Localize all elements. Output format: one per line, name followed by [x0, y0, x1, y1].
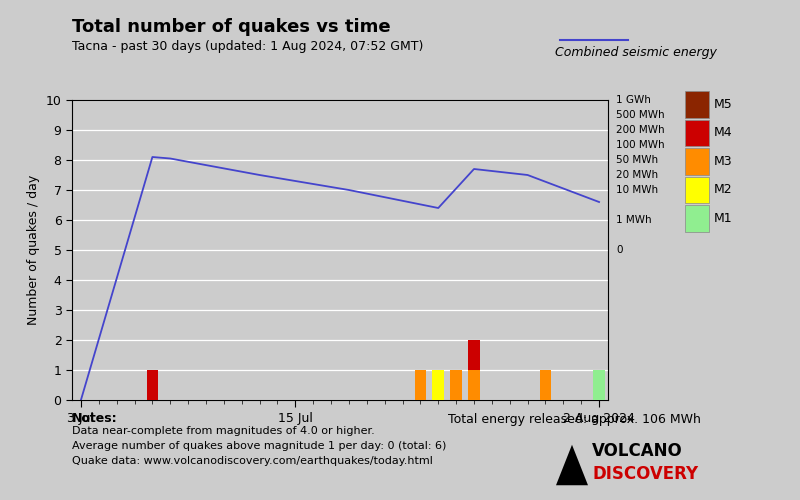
Text: M1: M1 — [714, 212, 732, 225]
Text: M4: M4 — [714, 126, 732, 140]
Y-axis label: Number of quakes / day: Number of quakes / day — [27, 175, 40, 325]
Text: M5: M5 — [714, 98, 732, 111]
Text: Tacna - past 30 days (updated: 1 Aug 2024, 07:52 GMT): Tacna - past 30 days (updated: 1 Aug 202… — [72, 40, 423, 53]
Bar — [146, 370, 158, 400]
Text: Combined seismic energy: Combined seismic energy — [555, 46, 717, 59]
Text: 20 MWh: 20 MWh — [616, 170, 658, 180]
Text: DISCOVERY: DISCOVERY — [592, 465, 698, 483]
Text: 10 MWh: 10 MWh — [616, 185, 658, 195]
Bar — [450, 370, 462, 400]
Bar — [433, 370, 444, 400]
Bar — [468, 370, 480, 400]
Text: 0: 0 — [616, 245, 622, 255]
Text: 50 MWh: 50 MWh — [616, 155, 658, 165]
Text: 1 MWh: 1 MWh — [616, 215, 652, 225]
Bar — [414, 370, 426, 400]
Text: 100 MWh: 100 MWh — [616, 140, 665, 150]
Text: Average number of quakes above magnitude 1 per day: 0 (total: 6): Average number of quakes above magnitude… — [72, 441, 446, 451]
Bar — [594, 370, 605, 400]
Text: Notes:: Notes: — [72, 412, 118, 426]
Text: Total number of quakes vs time: Total number of quakes vs time — [72, 18, 390, 36]
Text: M3: M3 — [714, 155, 732, 168]
Text: 500 MWh: 500 MWh — [616, 110, 665, 120]
Text: Data near-complete from magnitudes of 4.0 or higher.: Data near-complete from magnitudes of 4.… — [72, 426, 374, 436]
Text: 200 MWh: 200 MWh — [616, 125, 665, 135]
Bar — [540, 370, 551, 400]
Text: Quake data: www.volcanodiscovery.com/earthquakes/today.html: Quake data: www.volcanodiscovery.com/ear… — [72, 456, 433, 466]
Text: VOLCANO: VOLCANO — [592, 442, 682, 460]
Text: 1 GWh: 1 GWh — [616, 95, 651, 105]
Text: Total energy released: approx. 106 MWh: Total energy released: approx. 106 MWh — [448, 412, 701, 426]
Text: M2: M2 — [714, 184, 732, 196]
Polygon shape — [556, 445, 588, 485]
Bar — [468, 340, 480, 370]
